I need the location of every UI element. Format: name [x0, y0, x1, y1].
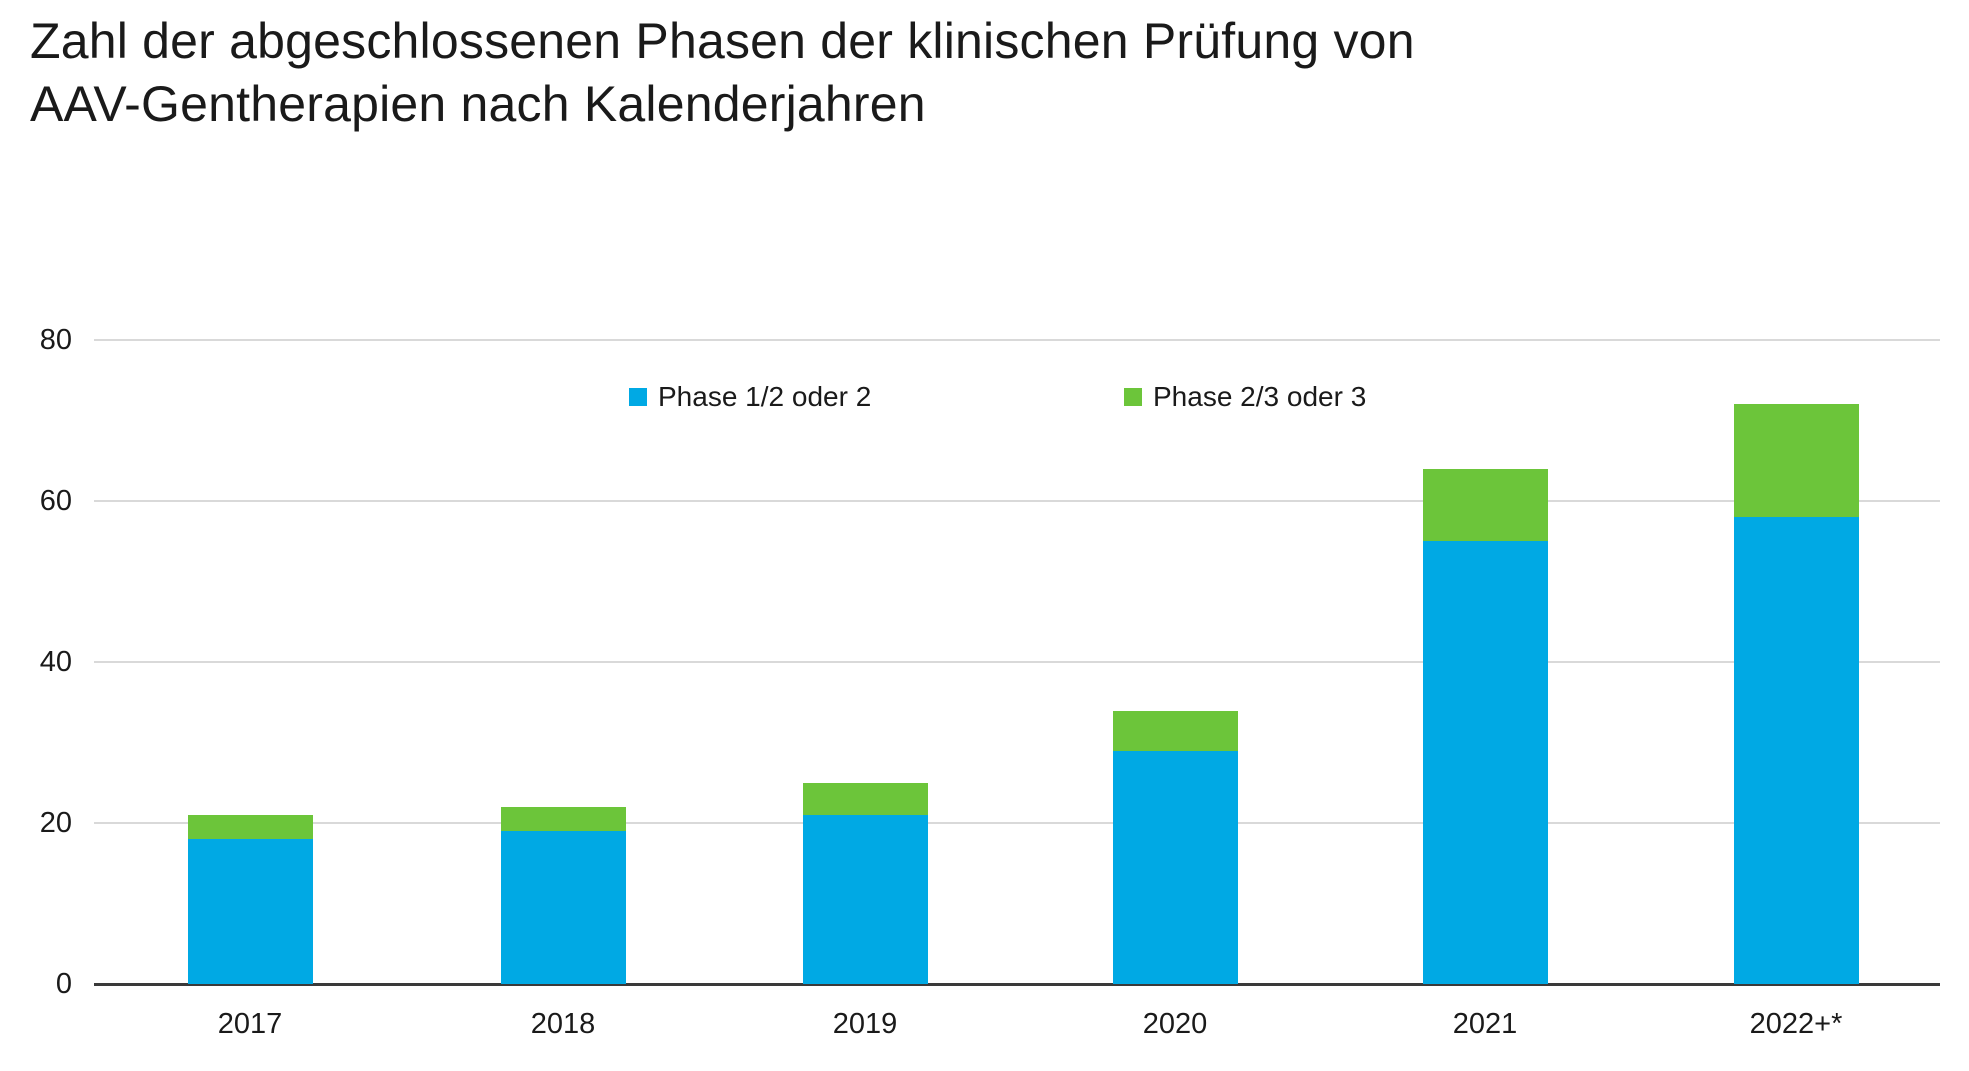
y-axis-tick-label-0: 0	[55, 968, 72, 1000]
x-axis-label-2018: 2018	[530, 1008, 596, 1040]
legend-label-phase-1-2: Phase 1/2 oder 2	[658, 381, 872, 412]
legend-item-phase-2-3: Phase 2/3 oder 3	[1124, 380, 1366, 414]
chart-title-line-1: Zahl der abgeschlossenen Phasen der klin…	[30, 13, 1415, 69]
bar-2020-phase-1-2-segment	[1112, 751, 1238, 984]
x-axis-label-2020: 2020	[1142, 1008, 1208, 1040]
legend-label-phase-2-3: Phase 2/3 oder 3	[1153, 381, 1367, 412]
bar-2021-phase-1-2-segment	[1422, 541, 1548, 984]
x-axis-line	[94, 983, 1940, 986]
x-axis-label-2017: 2017	[217, 1008, 283, 1040]
bar-2022-phase-1-2-segment	[1733, 517, 1859, 984]
bar-2021-phase-2-3-segment	[1422, 469, 1548, 541]
x-axis-label-2022: 2022+*	[1749, 1008, 1843, 1040]
gridline-y-40	[94, 661, 1940, 663]
y-axis-tick-label-20: 20	[39, 807, 72, 839]
gridline-y-80	[94, 339, 1940, 341]
chart-title-line-2: AAV-Gentherapien nach Kalenderjahren	[30, 76, 926, 132]
y-axis-tick-label-40: 40	[39, 646, 72, 678]
bar-2022-phase-2-3-segment	[1733, 404, 1859, 517]
bar-2018-phase-1-2-segment	[500, 831, 626, 984]
x-axis-label-2019: 2019	[832, 1008, 898, 1040]
gridline-y-20	[94, 822, 1940, 824]
y-axis-tick-label-80: 80	[39, 324, 72, 356]
bar-2018-phase-2-3-segment	[500, 807, 626, 831]
legend-swatch-phase-2-3-icon	[1124, 388, 1142, 406]
bar-2020-phase-2-3-segment	[1112, 711, 1238, 751]
bar-2019-phase-2-3-segment	[802, 783, 928, 815]
legend-item-phase-1-2: Phase 1/2 oder 2	[629, 380, 871, 414]
bar-2019-phase-1-2-segment	[802, 815, 928, 984]
x-axis-label-2021: 2021	[1452, 1008, 1518, 1040]
bar-2017-phase-1-2-segment	[187, 839, 313, 984]
chart-title: Zahl der abgeschlossenen Phasen der klin…	[30, 10, 1415, 136]
y-axis-tick-label-60: 60	[39, 485, 72, 517]
bar-2017-phase-2-3-segment	[187, 815, 313, 839]
legend-swatch-phase-1-2-icon	[629, 388, 647, 406]
gridline-y-60	[94, 500, 1940, 502]
